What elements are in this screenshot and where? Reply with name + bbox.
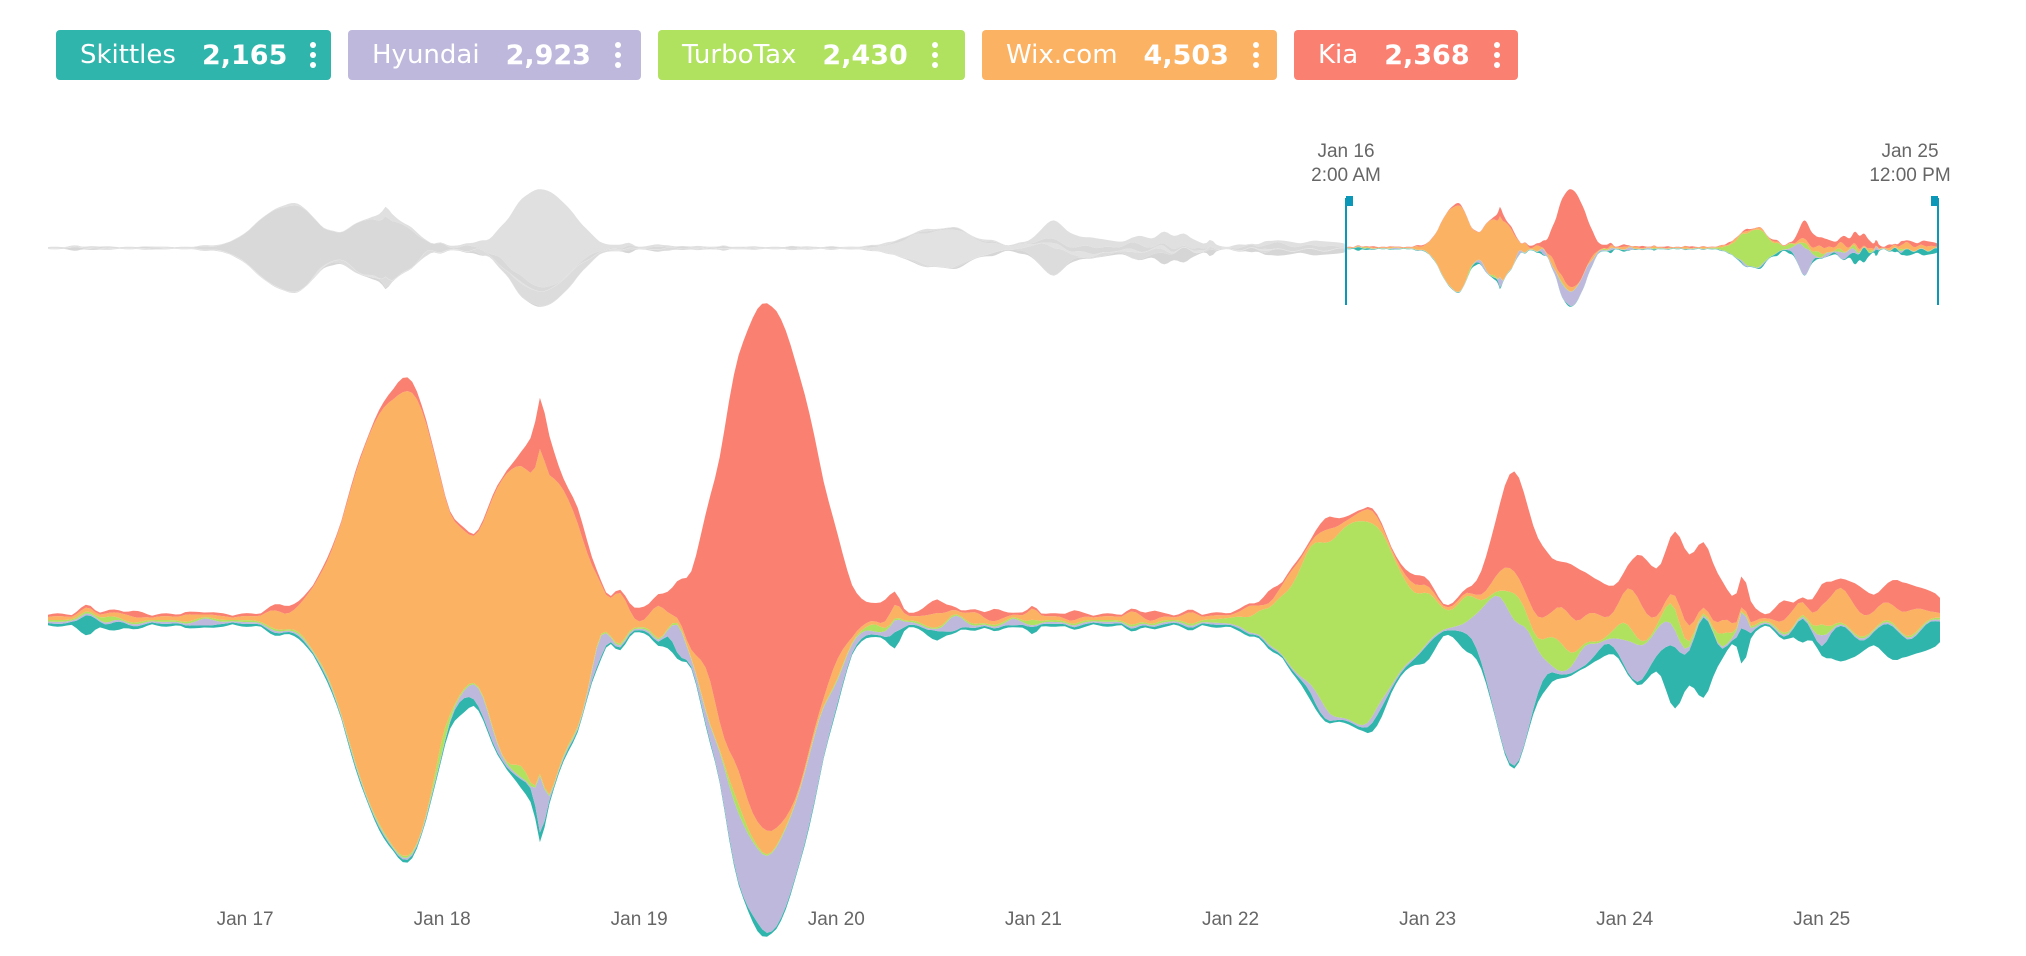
- legend-chip-name: TurboTax: [682, 40, 797, 70]
- x-tick-label: Jan 22: [1202, 909, 1259, 930]
- overview-grey-layer-kia[interactable]: [48, 189, 1346, 288]
- stream-layer-turbotax[interactable]: [48, 521, 1940, 858]
- brush-start-grip[interactable]: [1346, 196, 1353, 206]
- x-axis: Jan 17 Jan 18 Jan 19 Jan 20 Jan 21 Jan 22 Jan …: [217, 909, 1851, 930]
- more-options-icon[interactable]: [1478, 30, 1516, 80]
- main-stream-chart: [48, 303, 1940, 937]
- overview-layer-kia[interactable]: [1346, 189, 1938, 288]
- overview-layer-hyundai[interactable]: [1346, 243, 1938, 307]
- more-options-icon[interactable]: [599, 30, 637, 80]
- more-options-icon[interactable]: [295, 30, 331, 80]
- brush-end-date: Jan 25: [1881, 141, 1938, 162]
- legend: Skittles 2,165 Hyundai 2,923 TurboTax 2,430 Wi…: [56, 30, 1518, 80]
- more-options-icon[interactable]: [916, 30, 954, 80]
- x-tick-label: Jan 24: [1596, 909, 1653, 930]
- time-range-brush[interactable]: Jan 16 2:00 AM Jan 25 12:00 PM: [1311, 141, 1951, 305]
- legend-chip-count: 2,923: [505, 39, 591, 71]
- legend-chip-name: Wix.com: [1006, 40, 1118, 70]
- overview-layer-turbotax[interactable]: [1346, 229, 1938, 293]
- legend-chip-count: 2,165: [201, 39, 288, 71]
- x-tick-label: Jan 25: [1793, 909, 1850, 930]
- legend-chip-name: Skittles: [80, 40, 176, 70]
- legend-chip-hyundai[interactable]: Hyundai 2,923: [348, 30, 641, 80]
- x-tick-label: Jan 18: [414, 909, 471, 930]
- x-tick-label: Jan 17: [217, 909, 274, 930]
- x-tick-label: Jan 20: [808, 909, 865, 930]
- overview-context-chart: [48, 189, 1938, 307]
- brush-end-time: 12:00 PM: [1869, 165, 1950, 186]
- legend-chip-name: Kia: [1318, 40, 1359, 70]
- x-tick-label: Jan 21: [1005, 909, 1062, 930]
- overview-layer-wix-com[interactable]: [1346, 205, 1938, 292]
- stream-layer-wix-com[interactable]: [48, 391, 1940, 856]
- overview-inactive-range: [48, 189, 1346, 307]
- overview-selected-range: [1346, 189, 1938, 307]
- x-tick-label: Jan 19: [611, 909, 668, 930]
- brush-start-time: 2:00 AM: [1311, 165, 1381, 186]
- legend-chip-turbotax[interactable]: TurboTax 2,430: [658, 30, 965, 80]
- brush-start-date: Jan 16: [1317, 141, 1374, 162]
- legend-chip-count: 4,503: [1143, 39, 1229, 71]
- legend-chip-wix-com[interactable]: Wix.com 4,503: [982, 30, 1277, 80]
- overview-grey-layer-wix-com[interactable]: [48, 205, 1346, 292]
- legend-chip-count: 2,430: [822, 39, 908, 71]
- stream-layer-hyundai[interactable]: [48, 595, 1940, 933]
- brush-end-grip[interactable]: [1931, 196, 1938, 206]
- legend-chip-name: Hyundai: [372, 40, 480, 70]
- x-tick-label: Jan 23: [1399, 909, 1456, 930]
- stream-layer-kia[interactable]: [48, 303, 1940, 831]
- overview-grey-layer-turbotax[interactable]: [48, 229, 1346, 293]
- legend-chip-count: 2,368: [1384, 39, 1470, 71]
- legend-chip-skittles[interactable]: Skittles 2,165: [56, 30, 331, 80]
- legend-chip-kia[interactable]: Kia 2,368: [1294, 30, 1518, 80]
- more-options-icon[interactable]: [1237, 30, 1275, 80]
- overview-grey-layer-hyundai[interactable]: [48, 243, 1346, 307]
